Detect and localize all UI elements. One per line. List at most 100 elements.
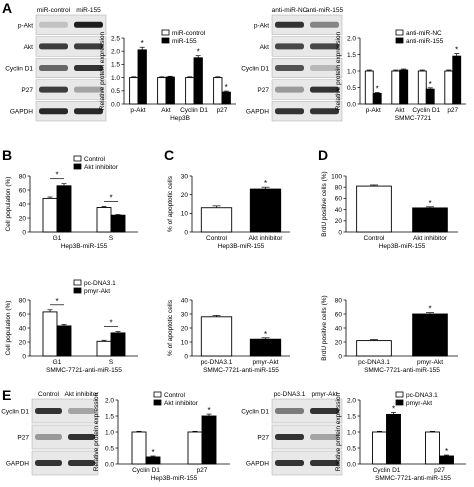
blot-band — [310, 434, 339, 440]
x-tick-label: p27 — [447, 107, 458, 114]
blot-e-right: pc-DNA3.1 pmyr-Akt Cyclin D1 P27 GAPDH — [241, 391, 343, 476]
blot-band — [310, 65, 339, 71]
blot-row-label: P27 — [21, 87, 33, 94]
y-tick-label: 40 — [181, 297, 189, 304]
legend-label: pmyr-Akt — [84, 288, 110, 295]
blot-band — [74, 65, 103, 71]
y-tick-label: 40 — [19, 201, 27, 208]
legend-swatch — [161, 29, 170, 36]
y-tick-label: 1.0 — [347, 68, 356, 75]
legend-label: anti-miR-155 — [406, 38, 444, 45]
bar — [56, 325, 72, 357]
chart-b2: 0 20 40 60 80 Cell population (%) * G1 * SSMMC-77… — [5, 279, 138, 374]
y-axis-title: BrdU positive cells (%) — [321, 295, 328, 360]
legend-label: anti-miR-NC — [406, 30, 442, 37]
significance-star: * — [376, 84, 379, 93]
y-axis-title: Cell population (%) — [5, 177, 12, 232]
bar — [200, 207, 233, 233]
y-tick-label: 100 — [331, 173, 342, 180]
blot-strip — [35, 79, 107, 100]
y-tick-label: 2.0 — [105, 397, 114, 404]
y-tick-label: 0 — [22, 353, 26, 360]
x-tick-label: pc-DNA3.1 — [358, 359, 390, 366]
blot-header: miR-155 — [76, 7, 101, 14]
x-axis-title: SMMC-7721 — [395, 115, 432, 122]
blot-row-label: P27 — [17, 435, 29, 442]
bar — [386, 413, 401, 465]
blot-row-label: Cyclin D1 — [241, 409, 269, 416]
legend-swatch — [153, 399, 162, 406]
blot-band — [275, 21, 304, 28]
significance-star: * — [264, 330, 267, 339]
blot-band — [275, 108, 304, 115]
blot-header: Akt inhibitor — [65, 391, 100, 398]
panel-label-c: C — [164, 147, 174, 163]
bar — [200, 316, 233, 357]
x-tick-label: Akt — [395, 107, 405, 114]
significance-star: * — [141, 39, 144, 48]
y-tick-label: 80 — [335, 297, 343, 304]
blot-row-label: GAPDH — [10, 109, 33, 116]
y-tick-label: 0 — [338, 229, 342, 236]
y-tick-label: 2.0 — [347, 35, 356, 42]
significance-star: * — [207, 406, 210, 415]
y-tick-label: 1.5 — [111, 62, 120, 69]
legend-swatch — [73, 279, 82, 286]
bar — [145, 456, 161, 465]
y-tick-label: 60 — [335, 311, 343, 318]
bar — [372, 92, 382, 105]
x-axis-title: SMMC-7721-anti-miR-155 — [375, 475, 451, 482]
blot-band — [68, 434, 95, 440]
bar — [193, 57, 203, 105]
significance-star: * — [428, 199, 431, 208]
y-tick-label: 40 — [19, 325, 27, 332]
y-tick-label: 0.0 — [111, 101, 120, 108]
y-tick-label: 60 — [335, 196, 343, 203]
bar — [213, 77, 223, 105]
x-tick-label: S — [109, 235, 114, 242]
chart-e1: 0.0 0.5 1.0 1.5 2.0 Relative protein expressi… — [93, 391, 230, 482]
blot-band — [310, 108, 339, 115]
significance-star: * — [55, 297, 58, 306]
blot-band — [35, 460, 62, 466]
x-tick-label: Cyclin D1 — [132, 467, 160, 474]
blot-a-left: miR-control miR-155 p-Akt Akt Cyclin D1 P27 GA… — [5, 7, 107, 122]
y-tick-label: 0.0 — [347, 461, 356, 468]
bar — [187, 431, 203, 465]
legend-label: Control — [164, 392, 186, 399]
y-tick-label: 20 — [181, 192, 189, 199]
x-tick-label: Akt inhibitor — [413, 235, 448, 242]
blot-band — [39, 43, 68, 50]
blot-row-label: Cyclin D1 — [241, 66, 269, 73]
legend-swatch — [395, 399, 404, 406]
bar — [364, 70, 374, 105]
legend-label: Akt inhibitor — [84, 164, 119, 171]
x-tick-label: Akt — [161, 107, 171, 114]
panel-label-d: D — [318, 147, 328, 163]
y-tick-label: 80 — [335, 185, 343, 192]
blot-row-label: p-Akt — [18, 22, 33, 29]
legend-label: pmyr-Akt — [406, 400, 432, 407]
x-tick-label: G1 — [53, 359, 62, 366]
panel-label-a: A — [2, 0, 12, 16]
legend-label: miR-control — [172, 30, 206, 37]
y-axis-title: % of apoptotic cells — [167, 175, 174, 232]
x-tick-label: G1 — [53, 235, 62, 242]
x-axis-title: Hep3B-miR-155 — [151, 475, 198, 482]
blot-header: pc-DNA3.1 — [274, 391, 306, 398]
blot-band — [39, 65, 68, 71]
bar — [110, 214, 126, 233]
y-tick-label: 1.5 — [347, 413, 356, 420]
blot-band — [39, 21, 68, 28]
legend-swatch — [73, 155, 82, 162]
bar — [131, 431, 147, 465]
blot-band — [310, 43, 339, 50]
significance-star: * — [109, 319, 112, 328]
blot-band — [35, 434, 62, 440]
blot-strip — [35, 14, 107, 35]
blot-row-label: p-Akt — [254, 22, 269, 29]
blot-band — [275, 65, 304, 71]
legend-swatch — [395, 37, 404, 44]
